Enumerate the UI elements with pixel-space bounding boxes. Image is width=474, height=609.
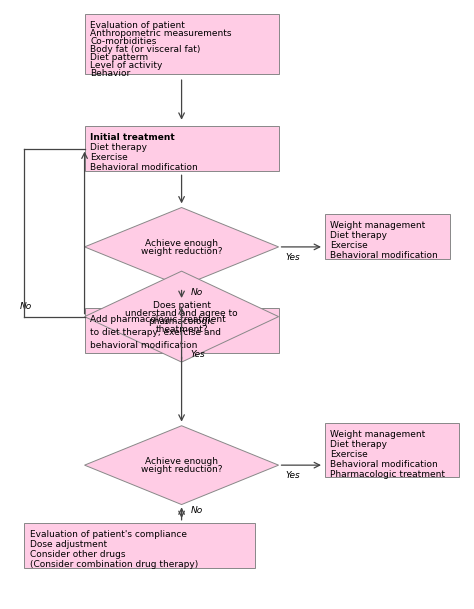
Text: behavioral modification: behavioral modification [90, 341, 198, 350]
Text: (Consider combination drug therapy): (Consider combination drug therapy) [30, 560, 198, 569]
Polygon shape [84, 208, 279, 286]
Text: weight reduction?: weight reduction? [141, 465, 222, 474]
Text: Behavior: Behavior [90, 69, 130, 79]
FancyBboxPatch shape [25, 523, 255, 568]
Text: Achieve enough: Achieve enough [145, 457, 218, 466]
Text: Exercise: Exercise [330, 450, 368, 459]
Text: Evaluation of patient's compliance: Evaluation of patient's compliance [30, 530, 187, 539]
Text: Yes: Yes [285, 471, 301, 480]
Text: No: No [191, 288, 203, 297]
Text: Exercise: Exercise [90, 153, 128, 162]
Text: Evaluation of patient: Evaluation of patient [90, 21, 185, 30]
FancyBboxPatch shape [84, 13, 279, 74]
Text: Behavioral modification: Behavioral modification [330, 251, 438, 260]
Text: Yes: Yes [285, 253, 301, 262]
FancyBboxPatch shape [84, 308, 279, 353]
Text: No: No [20, 301, 32, 311]
Polygon shape [84, 271, 279, 362]
Text: Consider other drugs: Consider other drugs [30, 550, 126, 559]
Text: Diet therapy: Diet therapy [90, 143, 147, 152]
FancyBboxPatch shape [84, 125, 279, 171]
Text: Initial treatment: Initial treatment [90, 133, 175, 142]
Text: Body fat (or visceral fat): Body fat (or visceral fat) [90, 45, 201, 54]
Text: Behavioral modification: Behavioral modification [90, 163, 198, 172]
Text: theatment?: theatment? [155, 325, 208, 334]
Text: Co-morbidities: Co-morbidities [90, 37, 156, 46]
Text: Does patient: Does patient [153, 301, 210, 310]
Text: weight reduction?: weight reduction? [141, 247, 222, 256]
FancyBboxPatch shape [325, 423, 459, 477]
Polygon shape [84, 426, 279, 504]
Text: Yes: Yes [191, 350, 206, 359]
Text: understand and agree to: understand and agree to [125, 309, 238, 318]
Text: No: No [191, 506, 203, 515]
Text: Behavioral modification: Behavioral modification [330, 460, 438, 469]
Text: Pharmacologic treatment: Pharmacologic treatment [330, 470, 446, 479]
Text: Achieve enough: Achieve enough [145, 239, 218, 248]
Text: Diet therapy: Diet therapy [330, 440, 387, 449]
Text: Diet patterm: Diet patterm [90, 53, 148, 62]
Text: pharmacologic: pharmacologic [148, 317, 215, 326]
Text: Diet therapy: Diet therapy [330, 231, 387, 240]
Text: Weight management: Weight management [330, 430, 426, 439]
Text: Dose adjustment: Dose adjustment [30, 540, 107, 549]
Text: Anthropometric measurements: Anthropometric measurements [90, 29, 232, 38]
Text: Level of activity: Level of activity [90, 61, 163, 70]
FancyBboxPatch shape [325, 214, 449, 259]
Text: Add pharmacologic treatment: Add pharmacologic treatment [90, 315, 226, 324]
Text: Exercise: Exercise [330, 241, 368, 250]
Text: Weight management: Weight management [330, 221, 426, 230]
Text: to diet therapy, exercise and: to diet therapy, exercise and [90, 328, 221, 337]
